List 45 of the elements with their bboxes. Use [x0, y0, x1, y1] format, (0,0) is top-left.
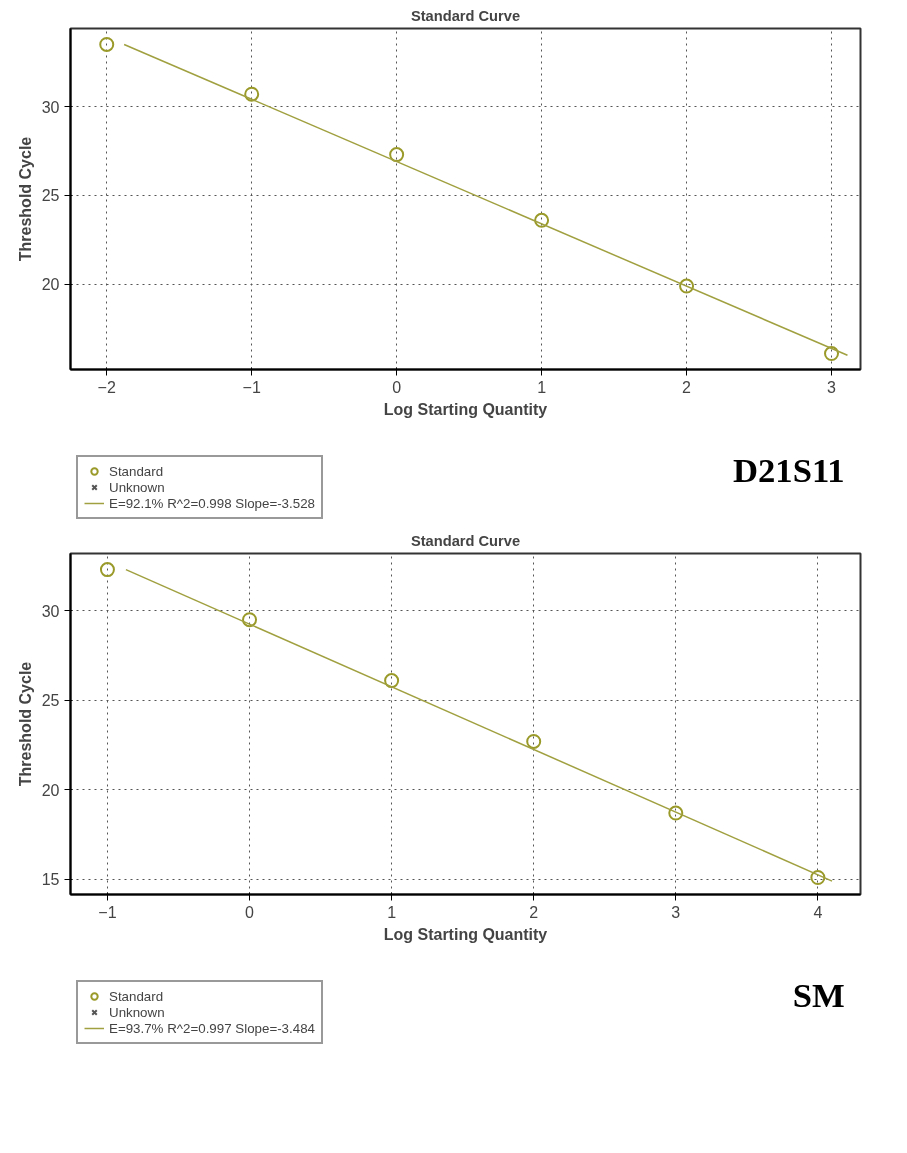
legend-label: E=92.1% R^2=0.998 Slope=-3.528 [109, 495, 315, 511]
point [668, 805, 684, 821]
point [526, 733, 542, 749]
x-tick-label: −1 [242, 378, 261, 396]
y-tick-label: 25 [41, 187, 60, 205]
text: D21S11 [733, 450, 845, 489]
y-axis-title: Threshold Cycle [16, 136, 34, 262]
legend-label: Standard [109, 988, 164, 1004]
y-tick-label: 20 [41, 276, 60, 294]
y-tick-label: 15 [41, 871, 60, 889]
chart-title: Standard Curve [410, 532, 521, 549]
legend-label: Unknown [109, 479, 165, 495]
point [384, 673, 400, 689]
y-tick-label: 30 [41, 602, 60, 620]
x-tick-label: 2 [529, 903, 539, 921]
point [810, 870, 826, 885]
point [534, 212, 550, 228]
legend-label: Standard [109, 463, 164, 479]
x-tick-label: 2 [682, 378, 692, 396]
chart-title: Standard Curve [410, 7, 521, 24]
point [824, 346, 840, 361]
y-axis-title: Threshold Cycle [16, 661, 34, 787]
x-tick-label: −2 [97, 378, 116, 396]
x-tick-label: 0 [392, 378, 402, 396]
point [389, 147, 405, 163]
point [242, 612, 258, 628]
x-tick-label: 3 [671, 903, 681, 921]
x-tick-label: 4 [813, 903, 823, 921]
y-tick-label: 30 [41, 98, 60, 116]
point [99, 562, 115, 578]
x-tick-label: 1 [387, 903, 397, 921]
x-tick-label: 1 [537, 378, 547, 396]
y-tick-label: 20 [41, 781, 60, 799]
x-axis-title: Log Starting Quantity [383, 400, 548, 418]
point [99, 37, 115, 52]
x-tick-label: 3 [827, 378, 837, 396]
point [679, 278, 695, 294]
x-axis-title: Log Starting Quantity [383, 925, 548, 943]
x-tick-label: −1 [98, 903, 117, 921]
text: SM [792, 975, 845, 1014]
point [244, 86, 260, 102]
x-tick-label: 0 [245, 903, 255, 921]
legend-label: E=93.7% R^2=0.997 Slope=-3.484 [109, 1020, 315, 1036]
legend-label: Unknown [109, 1004, 165, 1020]
y-tick-label: 25 [41, 692, 60, 710]
